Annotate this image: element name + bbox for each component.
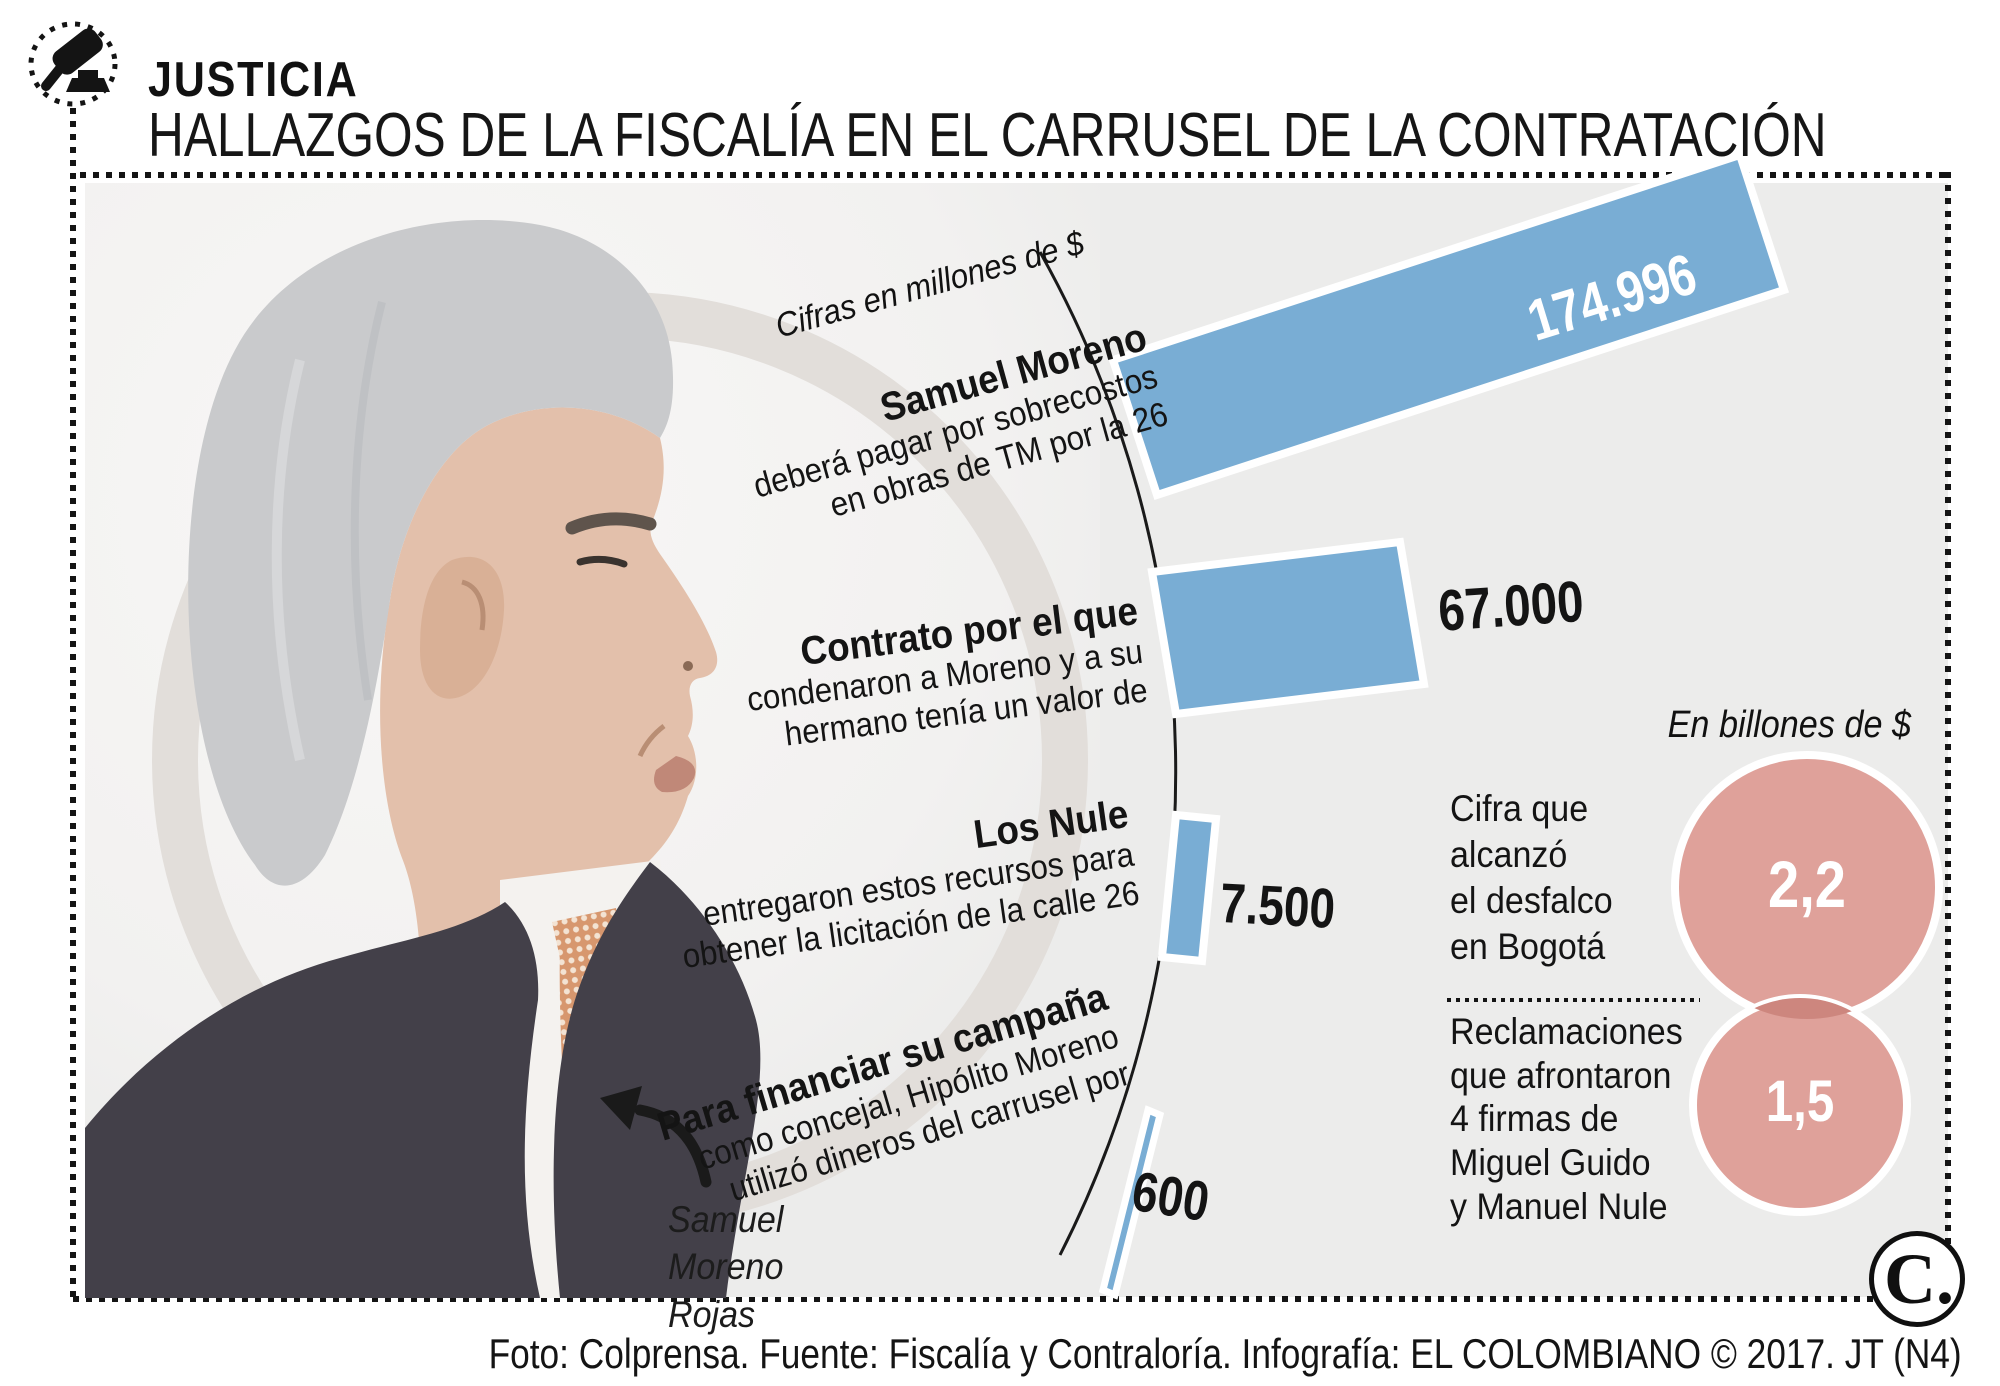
bubble-value-1-5: 1,5: [1765, 1069, 1835, 1134]
chart-baseline-arc: [1038, 251, 1178, 1256]
suit-right: [553, 862, 761, 1298]
page-title: HALLAZGOS DE LA FISCALÍA EN EL CARRUSEL …: [148, 101, 1827, 170]
eyebrow: [565, 512, 657, 535]
hair: [188, 220, 674, 886]
bar-value-600: 600: [1127, 1158, 1214, 1234]
gavel-icon: [28, 21, 118, 107]
frame-border-left: [70, 108, 76, 1298]
portrait-photo: [85, 220, 761, 1298]
dotted-divider: [1447, 998, 1700, 1002]
bubble-desc-desfalco: Cifra que alcanzó el desfalco en Bogotá: [1450, 788, 1613, 967]
bubble-units-note: En billones de $: [1667, 704, 1911, 746]
bubble-desc-reclamaciones: Reclamaciones que afrontaron 4 firmas de…: [1450, 1011, 1683, 1227]
bar-174996: [1107, 149, 1790, 501]
smile-line: [637, 724, 666, 758]
lips: [654, 756, 696, 793]
bar-value-7500: 7.500: [1218, 870, 1337, 940]
hair-strand: [271, 358, 305, 762]
bubble-chart: [1671, 751, 1943, 1216]
ear: [420, 556, 505, 699]
bubble-value-2-2: 2,2: [1768, 847, 1846, 921]
frame-border-top: [80, 172, 1948, 178]
bar-value-67000: 67.000: [1436, 568, 1586, 644]
nostril: [683, 661, 693, 671]
bar-67000: [1147, 537, 1429, 719]
bar-7500: [1157, 810, 1221, 966]
hair-strand: [350, 301, 386, 701]
suit-left: [85, 902, 540, 1298]
credits-line: Foto: Colprensa. Fuente: Fiscalía y Cont…: [488, 1330, 1962, 1377]
ear-line: [461, 579, 486, 631]
radial-bar-chart: [1098, 149, 1790, 1300]
photo-caption: Samuel Moreno Rojas: [668, 1199, 784, 1335]
frame-border-right: [1945, 172, 1951, 1298]
el-colombiano-logo: C.: [1869, 1231, 1965, 1327]
bar-600: [1098, 1105, 1165, 1300]
frame-border-bottom: [73, 1296, 1948, 1302]
section-label: JUSTICIA: [148, 53, 359, 107]
eye: [576, 555, 628, 568]
pointer-arrow-icon: [600, 1086, 712, 1188]
